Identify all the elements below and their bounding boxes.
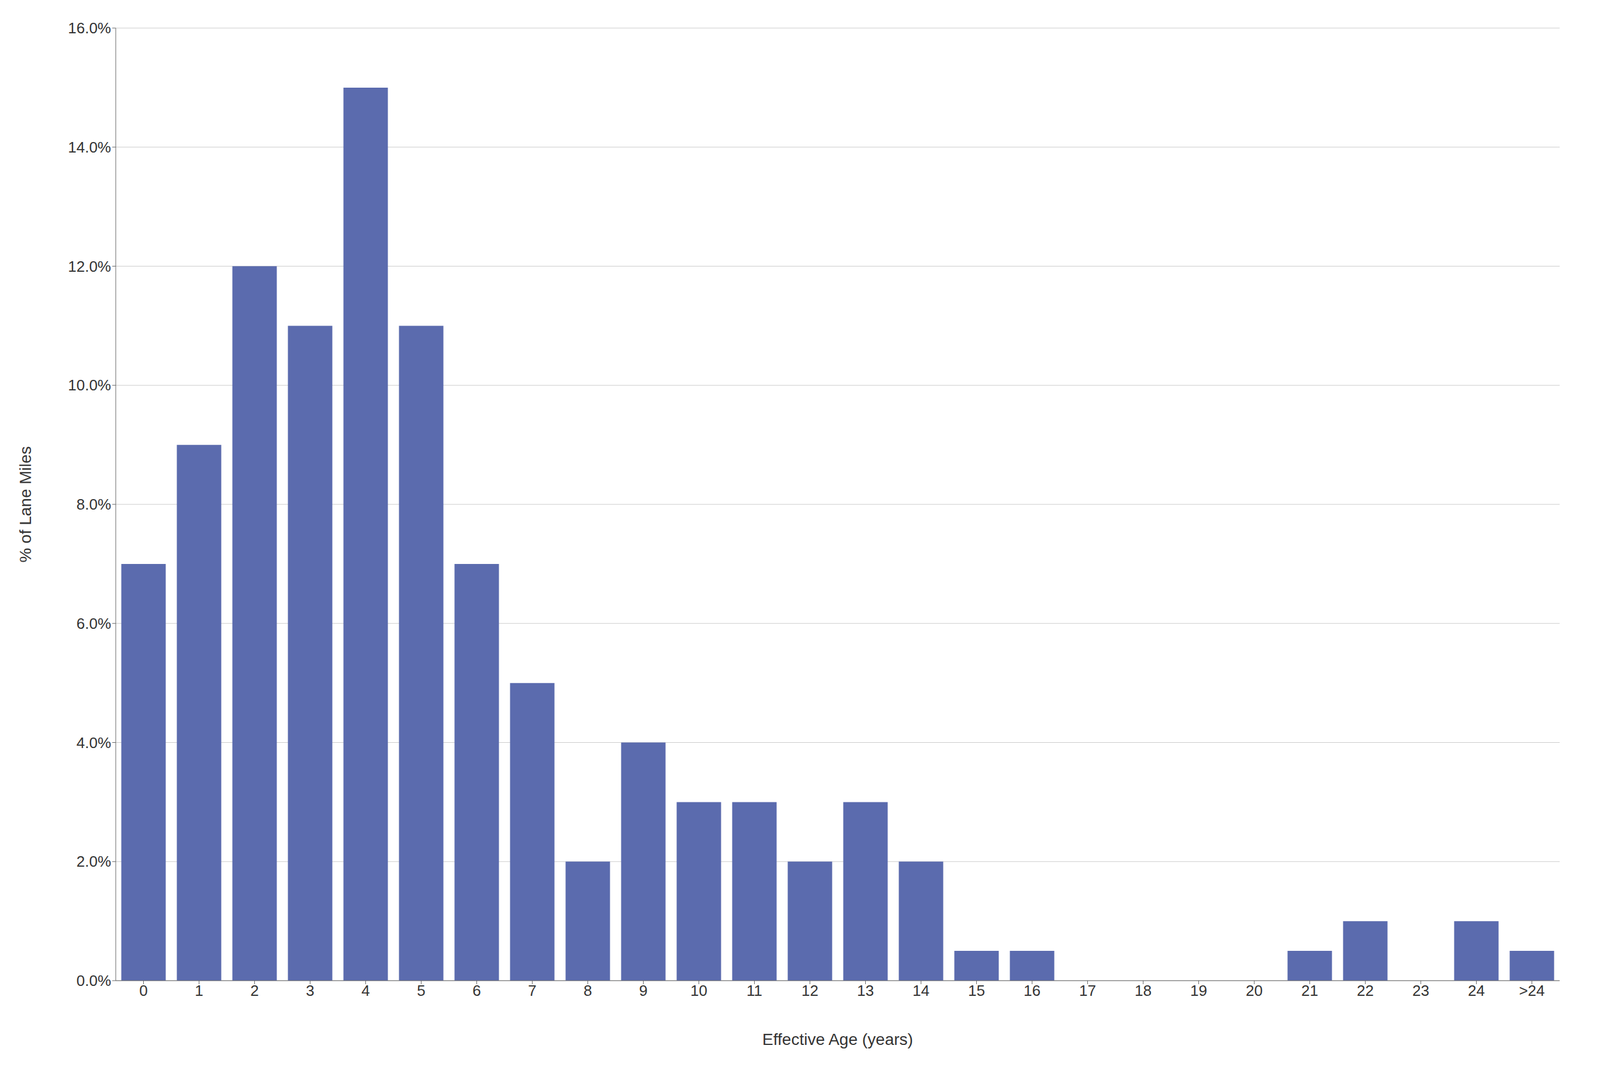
- svg-text:14: 14: [912, 982, 930, 1000]
- svg-text:9: 9: [638, 982, 648, 1000]
- svg-text:8.0%: 8.0%: [76, 495, 112, 514]
- svg-text:7: 7: [527, 982, 537, 1000]
- svg-text:0.0%: 0.0%: [76, 972, 112, 990]
- svg-text:14.0%: 14.0%: [67, 138, 112, 157]
- svg-text:2.0%: 2.0%: [76, 852, 112, 871]
- svg-text:11: 11: [746, 982, 763, 1000]
- svg-text:15: 15: [968, 982, 986, 1000]
- svg-text:4: 4: [361, 982, 370, 1000]
- svg-text:10: 10: [690, 982, 708, 1000]
- svg-text:8: 8: [583, 982, 592, 1000]
- svg-text:22: 22: [1356, 982, 1374, 1000]
- svg-text:12: 12: [801, 982, 819, 1000]
- svg-text:10.0%: 10.0%: [67, 376, 112, 395]
- svg-text:2: 2: [250, 982, 259, 1000]
- svg-text:12.0%: 12.0%: [67, 257, 112, 276]
- svg-text:18: 18: [1134, 982, 1152, 1000]
- svg-text:1: 1: [194, 982, 203, 1000]
- svg-text:16: 16: [1023, 982, 1041, 1000]
- svg-text:24: 24: [1467, 982, 1485, 1000]
- svg-text:0: 0: [139, 982, 148, 1000]
- svg-text:20: 20: [1245, 982, 1263, 1000]
- svg-text:% of Lane Miles: % of Lane Miles: [16, 446, 35, 563]
- svg-text:17: 17: [1079, 982, 1097, 1000]
- svg-text:23: 23: [1412, 982, 1430, 1000]
- svg-text:6.0%: 6.0%: [76, 614, 112, 633]
- svg-text:3: 3: [305, 982, 314, 1000]
- svg-text:21: 21: [1301, 982, 1319, 1000]
- svg-text:13: 13: [856, 982, 874, 1000]
- svg-text:4.0%: 4.0%: [76, 734, 112, 752]
- svg-text:6: 6: [472, 982, 481, 1000]
- svg-text:>24: >24: [1518, 982, 1545, 1000]
- svg-text:16.0%: 16.0%: [67, 19, 112, 37]
- svg-text:Effective Age (years): Effective Age (years): [762, 1030, 914, 1049]
- svg-text:19: 19: [1190, 982, 1208, 1000]
- svg-text:5: 5: [416, 982, 425, 1000]
